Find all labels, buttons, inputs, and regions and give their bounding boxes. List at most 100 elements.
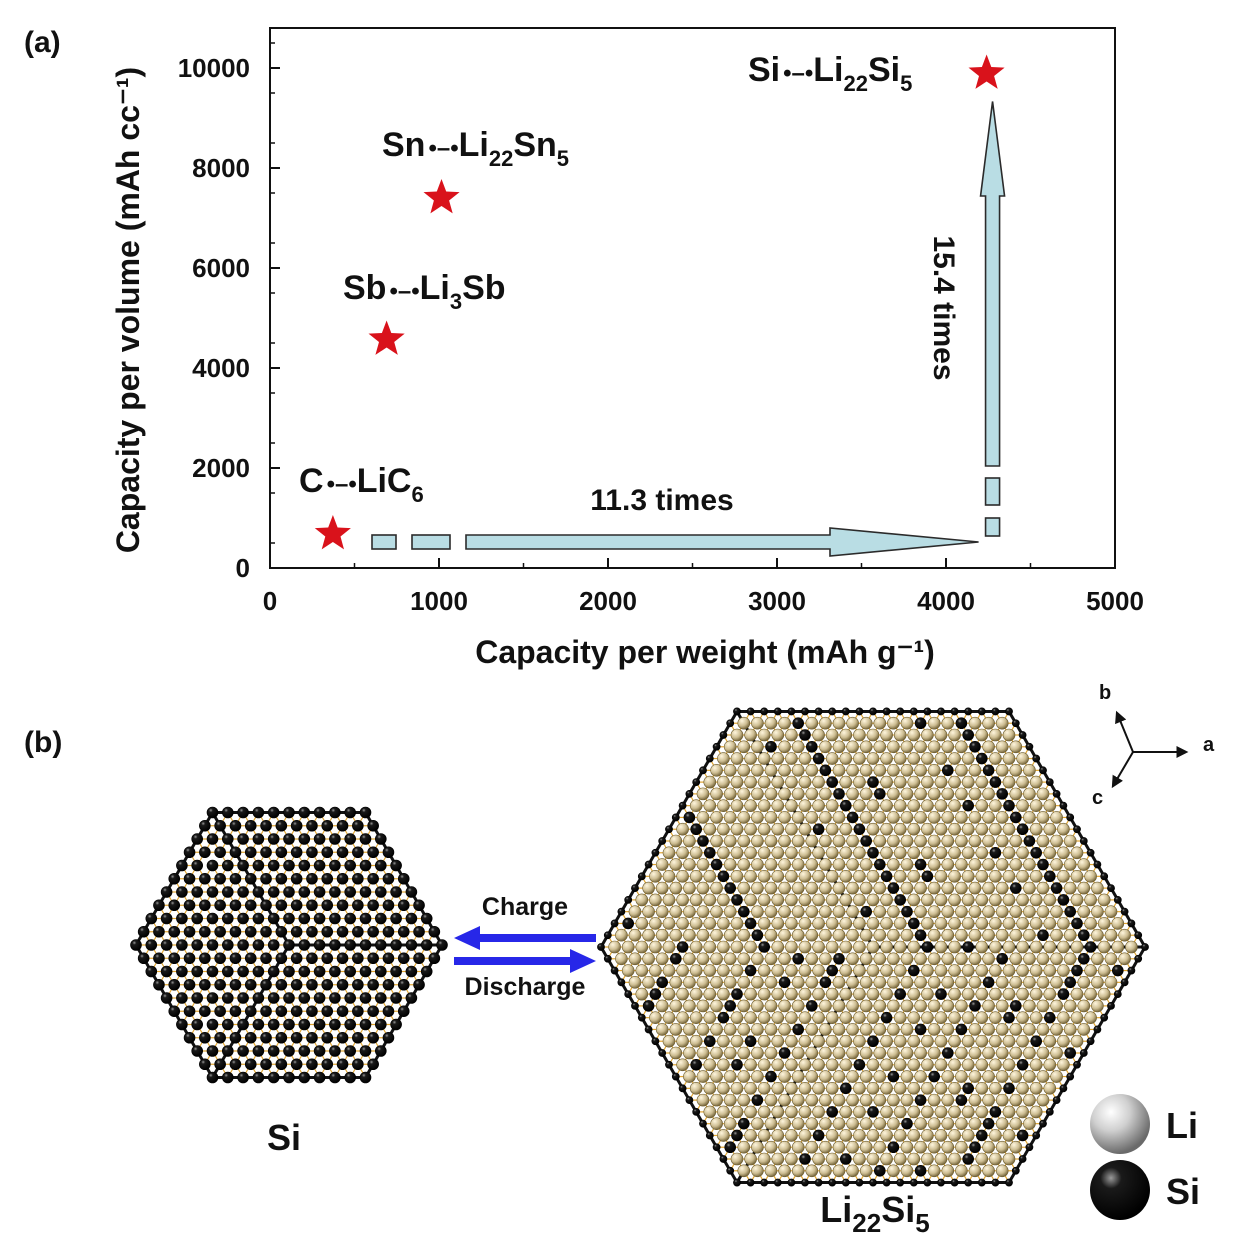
si-atom: [336, 899, 349, 912]
si-atom: [214, 899, 226, 912]
si-atom: [397, 978, 410, 991]
si-atom: [153, 978, 165, 991]
si-atom: [130, 939, 142, 951]
si-atom: [214, 1058, 226, 1071]
si-atom: [298, 806, 311, 819]
si-atom: [252, 886, 265, 898]
si-atom: [382, 899, 395, 912]
si-atom: [298, 912, 311, 925]
si-atom: [222, 886, 234, 898]
si-atom: [160, 939, 173, 951]
si-atom: [298, 1018, 311, 1031]
si-atom: [160, 965, 173, 978]
si-atom: [275, 1005, 288, 1018]
si-atom: [206, 939, 219, 951]
si-atom: [321, 846, 334, 859]
si-atom: [367, 1005, 379, 1018]
si-atom: [237, 992, 249, 1004]
si-atom: [344, 992, 357, 1004]
si-atom: [306, 1031, 318, 1044]
si-atom: [405, 886, 418, 898]
si-atom: [359, 912, 372, 925]
si-atom: [199, 978, 211, 991]
horizontal-arrow-segment: [371, 534, 397, 550]
si-atom: [252, 1071, 265, 1084]
si-atom: [283, 912, 295, 925]
si-atom: [344, 1071, 357, 1084]
si-atom: [283, 886, 295, 898]
si-atom: [313, 886, 326, 898]
si-atom: [298, 939, 311, 951]
si-atom: [306, 899, 318, 912]
si-atom: [183, 952, 196, 965]
si-atom: [787, 707, 796, 716]
si-atom: [267, 912, 280, 925]
si-atom: [336, 819, 349, 832]
si-atom: [382, 872, 395, 885]
si-atom: [298, 1071, 311, 1084]
si-atom: [222, 1045, 234, 1057]
si-atom: [222, 1018, 234, 1031]
si-atom: [290, 1058, 303, 1071]
si-atom: [176, 1018, 188, 1031]
si-atom: [275, 978, 288, 991]
si-atom: [283, 939, 295, 951]
si-atom: [352, 846, 364, 859]
si-atom: [260, 978, 272, 991]
si-atom: [298, 992, 311, 1004]
si-atom: [336, 978, 349, 991]
x-tick-label: 4000: [917, 586, 975, 616]
si-atom: [275, 819, 288, 832]
si-atom: [413, 978, 425, 991]
si-atom: [344, 859, 357, 872]
si-atom: [298, 833, 311, 845]
si-atom: [336, 872, 349, 885]
si-atom: [390, 992, 402, 1004]
si-atom: [306, 1058, 318, 1071]
si-atom: [352, 925, 364, 938]
panel-a-label: (a): [24, 26, 61, 59]
si-atom: [199, 1005, 211, 1018]
si-lattice: [130, 806, 448, 1084]
x-tick-label: 5000: [1086, 586, 1144, 616]
y-tick-label: 8000: [192, 153, 250, 183]
si-atom: [329, 806, 341, 819]
si-atom: [321, 1031, 334, 1044]
si-atom: [290, 899, 303, 912]
si-atom: [176, 912, 188, 925]
si-atom: [199, 846, 211, 859]
si-atom: [390, 886, 402, 898]
si-atom: [352, 1058, 364, 1071]
si-atom: [237, 806, 249, 819]
si-atom: [359, 1018, 372, 1031]
si-atom: [390, 965, 402, 978]
si-atom: [344, 1045, 357, 1057]
si-atom: [206, 833, 219, 845]
si-atom: [428, 952, 441, 965]
li22si5-lattice: [597, 707, 1149, 1187]
si-atom: [352, 952, 364, 965]
si-atom: [214, 1005, 226, 1018]
si-atom: [168, 1005, 181, 1018]
si-atom: [199, 819, 211, 832]
si-atom: [367, 1058, 379, 1071]
si-atom: [214, 1031, 226, 1044]
si-atom: [199, 899, 211, 912]
y-tick-label: 0: [236, 553, 250, 583]
si-atom: [374, 939, 387, 951]
si-atom: [275, 1031, 288, 1044]
y-tick-label: 10000: [178, 53, 250, 83]
si-atom: [352, 978, 364, 991]
si-atom: [199, 952, 211, 965]
data-point-star: [368, 320, 405, 355]
si-atom: [191, 859, 203, 872]
si-atom: [260, 1005, 272, 1018]
si-atom: [237, 965, 249, 978]
si-atom: [283, 806, 295, 819]
si-atom: [237, 1071, 249, 1084]
si-atom: [329, 833, 341, 845]
si-atom: [298, 1045, 311, 1057]
si-atom: [306, 978, 318, 991]
si-atom: [206, 992, 219, 1004]
si-atom: [252, 1045, 265, 1057]
